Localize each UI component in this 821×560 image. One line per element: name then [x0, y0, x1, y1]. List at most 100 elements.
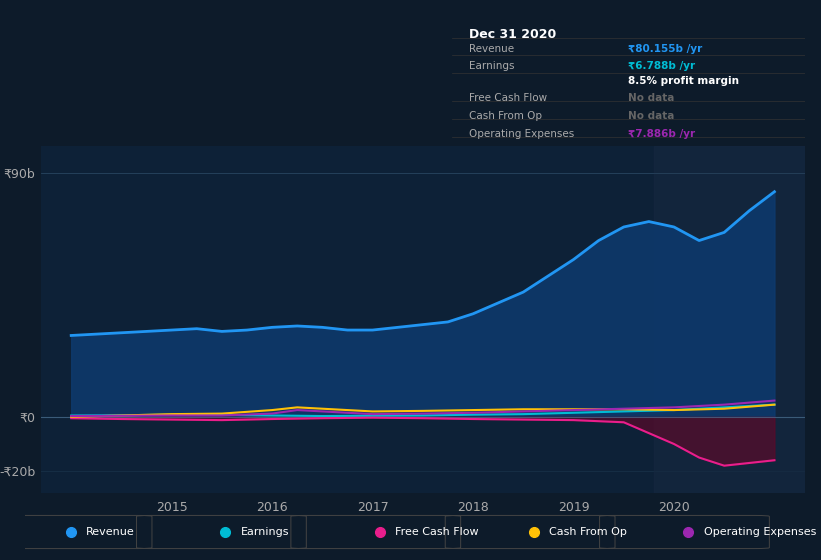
Text: Operating Expenses: Operating Expenses [470, 129, 575, 139]
Free Cash Flow [745, 460, 754, 466]
Earnings [267, 412, 277, 419]
Cash From Op [167, 411, 177, 418]
Revenue [569, 256, 579, 263]
Free Cash Flow [418, 415, 428, 422]
Free Cash Flow [619, 419, 629, 426]
Revenue [318, 324, 328, 331]
Free Cash Flow [669, 441, 679, 447]
Revenue [745, 207, 754, 214]
Earnings [468, 411, 478, 418]
Revenue [267, 324, 277, 331]
Revenue [769, 188, 779, 195]
Free Cash Flow [518, 416, 528, 423]
Text: No data: No data [628, 111, 674, 121]
Free Cash Flow [267, 416, 277, 422]
Revenue [117, 329, 126, 336]
Revenue [518, 289, 528, 296]
Free Cash Flow [569, 417, 579, 423]
Free Cash Flow [695, 454, 704, 461]
Revenue [91, 331, 101, 338]
Operating Expenses [468, 409, 478, 416]
Earnings [67, 412, 76, 419]
Free Cash Flow [117, 416, 126, 422]
Operating Expenses [318, 408, 328, 415]
Operating Expenses [418, 410, 428, 417]
Operating Expenses [117, 412, 126, 419]
Free Cash Flow [167, 416, 177, 423]
Earnings [217, 412, 227, 418]
Revenue [493, 300, 503, 306]
Free Cash Flow [368, 414, 378, 421]
Text: Cash From Op: Cash From Op [470, 111, 542, 121]
Earnings [619, 408, 629, 415]
Cash From Op [67, 413, 76, 420]
Cash From Op [719, 405, 729, 412]
Text: Earnings: Earnings [241, 527, 289, 537]
Cash From Op [342, 407, 352, 413]
Earnings [719, 404, 729, 410]
Earnings [368, 412, 378, 419]
Revenue [392, 324, 402, 331]
Revenue [619, 223, 629, 230]
Revenue [418, 321, 428, 328]
Operating Expenses [368, 411, 378, 418]
Bar [654, 146, 805, 493]
Revenue [342, 326, 352, 333]
Earnings [518, 411, 528, 418]
Revenue [669, 223, 679, 230]
Operating Expenses [217, 412, 227, 419]
Revenue [719, 229, 729, 236]
Line: Free Cash Flow: Free Cash Flow [71, 418, 774, 466]
Cash From Op [418, 408, 428, 414]
Operating Expenses [669, 404, 679, 410]
Revenue [443, 319, 453, 325]
Operating Expenses [167, 412, 177, 419]
Text: ₹6.788b /yr: ₹6.788b /yr [628, 61, 695, 71]
Line: Revenue: Revenue [71, 192, 774, 335]
Cash From Op [769, 402, 779, 408]
Revenue [141, 328, 151, 335]
Free Cash Flow [67, 415, 76, 422]
Revenue [292, 323, 302, 329]
Text: ₹80.155b /yr: ₹80.155b /yr [628, 44, 702, 54]
Cash From Op [518, 406, 528, 413]
Revenue [468, 310, 478, 317]
Free Cash Flow [217, 417, 227, 423]
Earnings [167, 411, 177, 418]
Text: 8.5% profit margin: 8.5% profit margin [628, 76, 739, 86]
Text: Dec 31 2020: Dec 31 2020 [470, 28, 557, 41]
Free Cash Flow [318, 415, 328, 422]
Text: Operating Expenses: Operating Expenses [704, 527, 816, 537]
Cash From Op [619, 406, 629, 413]
Line: Cash From Op: Cash From Op [71, 405, 774, 417]
Operating Expenses [518, 408, 528, 415]
Text: Earnings: Earnings [470, 61, 515, 71]
Line: Earnings: Earnings [71, 405, 774, 416]
Free Cash Flow [468, 416, 478, 422]
Earnings [669, 407, 679, 413]
Cash From Op [669, 407, 679, 413]
Cash From Op [267, 407, 277, 413]
Revenue [644, 218, 654, 225]
Operating Expenses [769, 397, 779, 404]
Free Cash Flow [719, 463, 729, 469]
Text: Free Cash Flow: Free Cash Flow [395, 527, 479, 537]
Text: Revenue: Revenue [470, 44, 514, 54]
Cash From Op [468, 407, 478, 413]
Operating Expenses [292, 407, 302, 413]
Revenue [368, 326, 378, 333]
Earnings [769, 402, 779, 408]
Cash From Op [292, 404, 302, 410]
Revenue [242, 326, 252, 333]
Operating Expenses [619, 405, 629, 412]
Earnings [318, 413, 328, 419]
Earnings [569, 409, 579, 416]
Revenue [192, 325, 202, 332]
Cash From Op [117, 412, 126, 419]
Operating Expenses [67, 413, 76, 419]
Revenue [217, 328, 227, 335]
Revenue [167, 326, 177, 333]
Text: ₹7.886b /yr: ₹7.886b /yr [628, 129, 695, 139]
Revenue [695, 237, 704, 244]
Line: Operating Expenses: Operating Expenses [71, 400, 774, 416]
